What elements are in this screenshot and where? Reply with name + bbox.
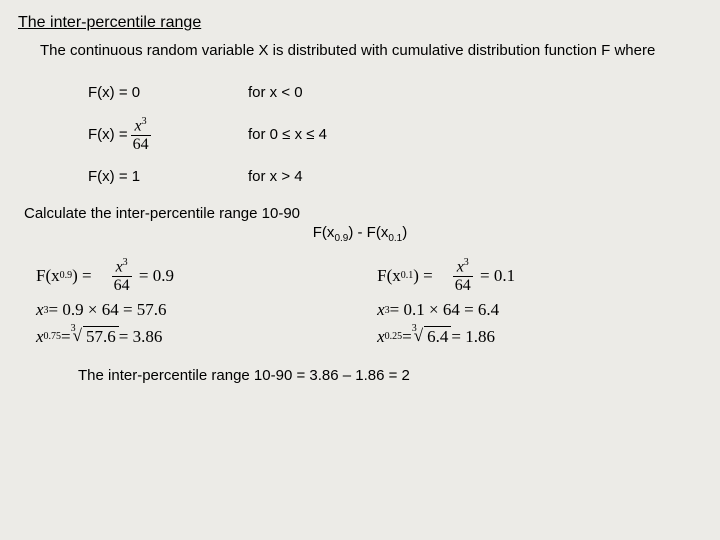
- header-post: ) =: [72, 266, 92, 286]
- header-sub: 0.1: [401, 270, 414, 281]
- piecewise-row: F(x) = 0 for x < 0: [88, 75, 702, 111]
- difference-expression: F(x0.9) - F(x0.1): [18, 224, 702, 244]
- lhs-prefix: F(x) =: [88, 126, 128, 143]
- cube-root: 3 √ 6.4: [412, 326, 452, 347]
- final-answer: The inter-percentile range 10-90 = 3.86 …: [78, 367, 702, 384]
- header-pre: F(x: [377, 266, 401, 286]
- l3-lhs-sub: 0.25: [385, 331, 403, 342]
- header-pre: F(x: [36, 266, 60, 286]
- l3-lhs-sub: 0.75: [44, 331, 62, 342]
- radical-sign: √: [414, 326, 423, 346]
- header-sub: 0.9: [60, 270, 73, 281]
- diff-b-post: ): [402, 224, 407, 241]
- piecewise-rhs: for 0 ≤ x ≤ 4: [248, 126, 327, 143]
- fraction-num: x3: [455, 258, 471, 276]
- root-arg: 57.6: [83, 326, 119, 347]
- l3-eq: =: [402, 327, 412, 347]
- l3-lhs-pre: x: [36, 327, 44, 347]
- l2-lhs: x: [36, 300, 44, 320]
- l2-lhs: x: [377, 300, 385, 320]
- fraction-num: x3: [114, 258, 130, 276]
- final-value: 3.86 – 1.86 = 2: [309, 367, 410, 384]
- cube-root: 3 √ 57.6: [71, 326, 119, 347]
- slide: The inter-percentile range The continuou…: [0, 0, 720, 540]
- intro-text: The continuous random variable X is dist…: [40, 42, 680, 61]
- eq-line2: x3 = 0.9 × 64 = 57.6: [36, 300, 351, 320]
- right-column: F(x0.1) = x3 64 = 0.1 x3 = 0.1 × 64 = 6.…: [377, 252, 692, 353]
- l2-rhs: = 0.9 × 64 = 57.6: [49, 300, 167, 320]
- radical-sign: √: [73, 326, 82, 346]
- two-column-work: F(x0.9) = x3 64 = 0.9 x3 = 0.9 × 64 = 57…: [36, 252, 692, 353]
- eq-line2: x3 = 0.1 × 64 = 6.4: [377, 300, 692, 320]
- piecewise-rhs: for x > 4: [248, 168, 303, 185]
- header-post: ) =: [413, 266, 433, 286]
- fraction: x3 64: [453, 258, 473, 294]
- l3-val: = 3.86: [119, 327, 163, 347]
- eq-line3: x0.75 = 3 √ 57.6 = 3.86: [36, 326, 351, 347]
- diff-a-sub: 0.9: [334, 233, 348, 244]
- eq-header: F(x0.1) = x3 64 = 0.1: [377, 258, 692, 294]
- piecewise-definition: F(x) = 0 for x < 0 F(x) = x3 64 for 0 ≤ …: [88, 75, 702, 195]
- l3-val: = 1.86: [451, 327, 495, 347]
- slide-title: The inter-percentile range: [18, 14, 702, 32]
- piecewise-row: F(x) = x3 64 for 0 ≤ x ≤ 4: [88, 117, 702, 153]
- diff-a-post: ) - F(x: [348, 224, 388, 241]
- l2-rhs: = 0.1 × 64 = 6.4: [390, 300, 500, 320]
- calc-prompt: Calculate the inter-percentile range 10-…: [24, 205, 702, 222]
- final-label: The inter-percentile range 10-90 =: [78, 367, 309, 384]
- fraction: x3 64: [131, 117, 151, 153]
- diff-b-sub: 0.1: [388, 233, 402, 244]
- root-arg: 6.4: [424, 326, 451, 347]
- piecewise-row: F(x) = 1 for x > 4: [88, 159, 702, 195]
- fraction: x3 64: [112, 258, 132, 294]
- eq-line3: x0.25 = 3 √ 6.4 = 1.86: [377, 326, 692, 347]
- piecewise-lhs: F(x) = 0: [88, 84, 248, 101]
- fraction-num: x3: [133, 117, 149, 135]
- fraction-den: 64: [453, 276, 473, 294]
- fraction-den: 64: [131, 135, 151, 153]
- eq-value: = 0.9: [139, 266, 174, 286]
- fraction-den: 64: [112, 276, 132, 294]
- piecewise-lhs: F(x) = 1: [88, 168, 248, 185]
- l3-lhs-pre: x: [377, 327, 385, 347]
- eq-value: = 0.1: [480, 266, 515, 286]
- l3-eq: =: [61, 327, 71, 347]
- piecewise-lhs: F(x) = x3 64: [88, 117, 248, 153]
- diff-a-pre: F(x: [313, 224, 335, 241]
- eq-header: F(x0.9) = x3 64 = 0.9: [36, 258, 351, 294]
- piecewise-rhs: for x < 0: [248, 84, 303, 101]
- left-column: F(x0.9) = x3 64 = 0.9 x3 = 0.9 × 64 = 57…: [36, 252, 351, 353]
